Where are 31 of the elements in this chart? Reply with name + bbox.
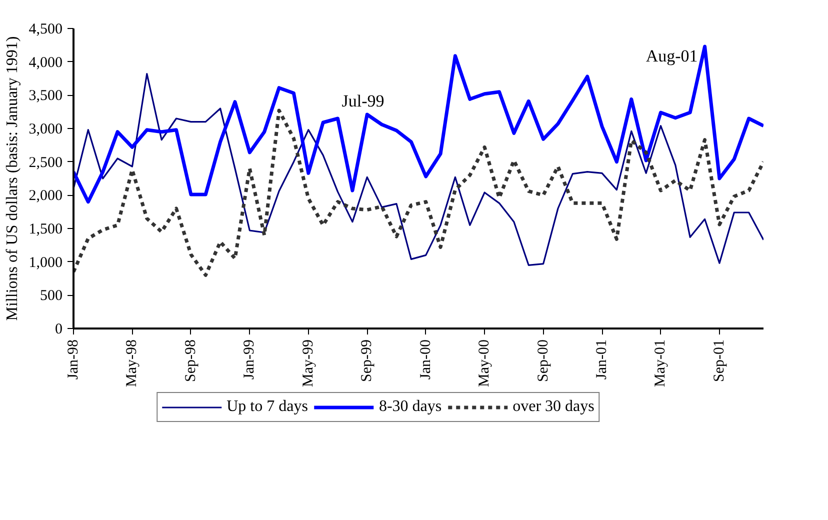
y-tick-label: 500 (40, 288, 62, 304)
x-tick-label: Jan-98 (66, 339, 82, 380)
x-tick-label: Jan-01 (594, 339, 610, 380)
y-tick-label: 1,500 (28, 222, 62, 238)
x-tick-label: May-99 (300, 339, 316, 387)
y-tick-label: 4,500 (28, 22, 62, 38)
y-tick-label: 4,000 (28, 54, 62, 71)
x-tick-label: Jan-99 (242, 339, 258, 380)
y-tick-label: 3,000 (28, 122, 62, 138)
legend-label: Up to 7 days (226, 398, 308, 416)
annotation: Jul-99 (342, 92, 384, 110)
x-tick-label: Sep-98 (182, 339, 199, 382)
x-tick-label: Sep-00 (535, 339, 552, 382)
x-tick-label: Sep-99 (359, 339, 376, 382)
legend-label: 8-30 days (378, 398, 442, 416)
y-axis-title: Millions of US dollars (basis: January 1991) (4, 36, 21, 321)
line-series (74, 44, 764, 204)
annotation: Aug-01 (646, 46, 698, 66)
y-tick-label: 1,000 (28, 254, 62, 271)
x-tick-label: Jan-00 (418, 339, 434, 380)
legend-label: over 30 days (512, 398, 594, 416)
x-tick-label: May-00 (476, 339, 493, 387)
x-tick-label: Sep-01 (711, 339, 728, 382)
x-tick-label: May-01 (652, 339, 669, 387)
line-series (74, 108, 764, 277)
line-series (74, 73, 764, 266)
y-tick-label: 3,500 (28, 88, 62, 104)
x-tick-label: May-98 (124, 339, 140, 387)
y-tick-label: 0 (55, 322, 62, 338)
y-tick-label: 2,500 (28, 154, 62, 171)
y-tick-label: 2,000 (28, 188, 62, 204)
